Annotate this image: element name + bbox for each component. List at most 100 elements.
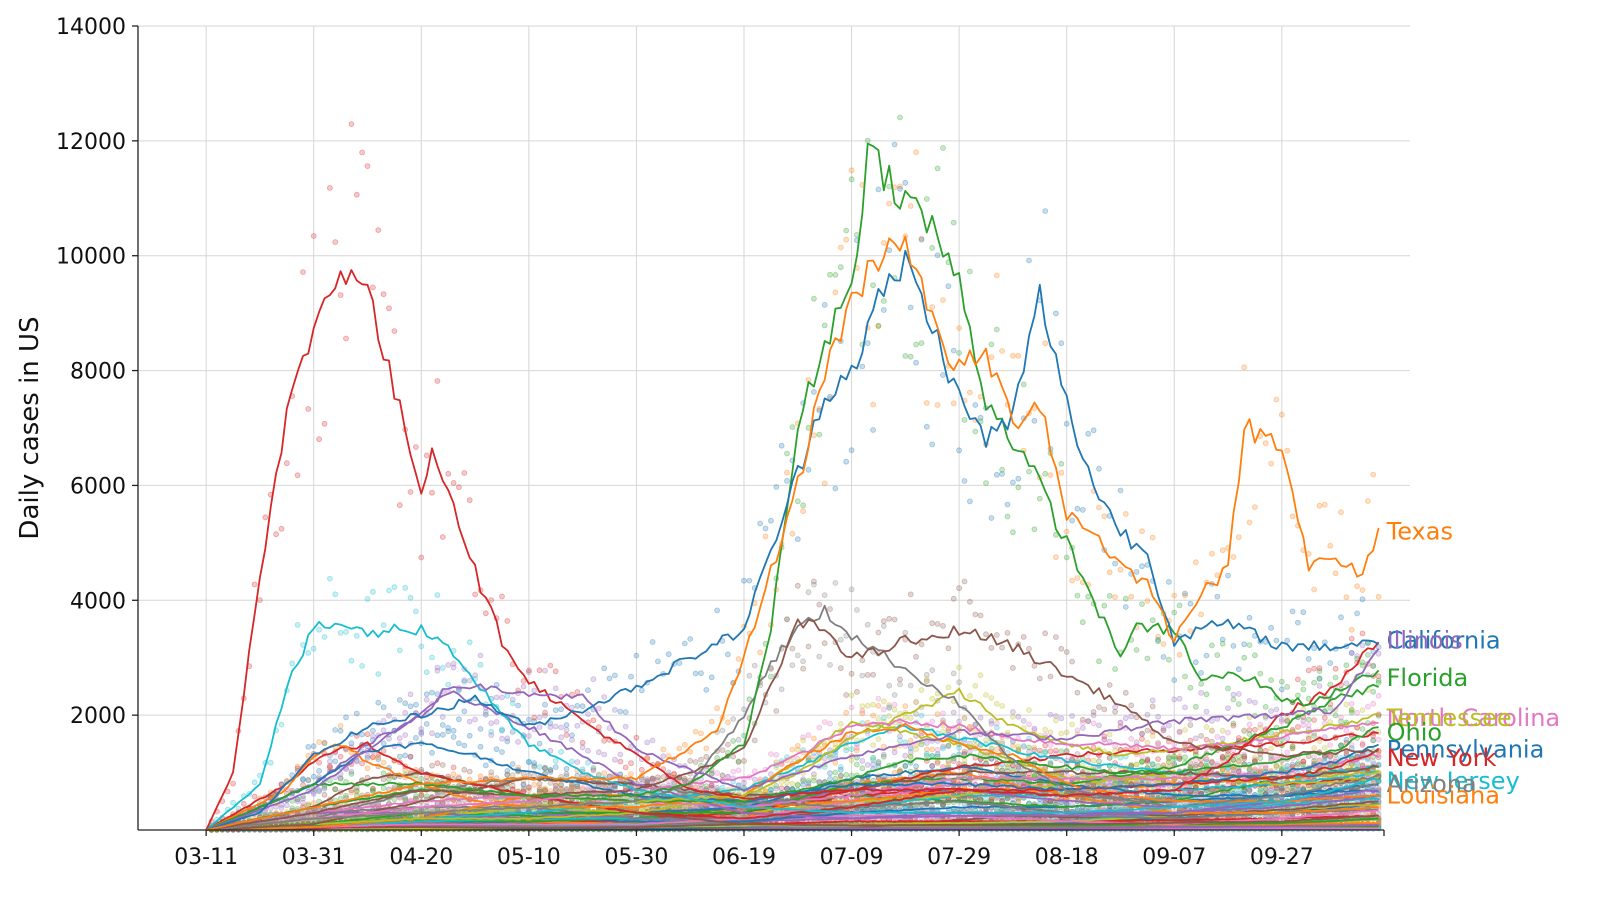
daily-point	[1311, 679, 1317, 686]
daily-point	[1273, 637, 1280, 644]
daily-point	[359, 663, 366, 669]
daily-point	[1182, 673, 1188, 680]
daily-point	[466, 776, 473, 783]
daily-point	[1316, 665, 1323, 672]
daily-point	[1144, 739, 1151, 746]
daily-point	[999, 644, 1005, 651]
daily-point	[757, 649, 763, 656]
daily-point	[773, 708, 780, 714]
daily-point	[1268, 624, 1274, 631]
daily-point	[348, 771, 355, 777]
daily-point	[751, 776, 758, 783]
daily-point	[612, 756, 618, 763]
daily-point	[1354, 610, 1360, 617]
daily-point	[1332, 674, 1339, 681]
daily-point	[848, 176, 855, 183]
daily-point	[897, 185, 903, 192]
daily-point	[633, 734, 640, 741]
daily-point	[805, 466, 812, 473]
daily-point	[526, 784, 532, 791]
daily-point	[843, 236, 850, 243]
daily-point	[918, 687, 925, 693]
daily-point	[880, 307, 887, 313]
daily-point	[1026, 646, 1032, 652]
daily-point	[644, 739, 651, 746]
daily-point	[999, 348, 1005, 354]
daily-point	[273, 531, 280, 538]
daily-point	[832, 760, 839, 766]
daily-point	[434, 378, 441, 384]
daily-point	[499, 749, 505, 755]
daily-point	[353, 633, 360, 639]
daily-point	[526, 733, 532, 739]
daily-point	[1289, 743, 1296, 750]
daily-point	[1198, 761, 1204, 768]
daily-point	[1359, 587, 1366, 593]
daily-point	[1144, 711, 1151, 718]
daily-point	[913, 341, 919, 348]
daily-point	[725, 773, 731, 780]
daily-point	[1139, 563, 1145, 570]
daily-point	[1257, 767, 1264, 773]
daily-point	[1284, 637, 1291, 644]
daily-point	[875, 716, 882, 722]
daily-point	[993, 632, 1000, 638]
daily-point	[509, 761, 516, 767]
daily-point	[1166, 579, 1172, 585]
daily-point	[434, 592, 441, 598]
daily-point	[595, 749, 602, 756]
daily-point	[434, 667, 441, 674]
daily-point	[1117, 719, 1124, 726]
daily-point	[768, 751, 774, 757]
daily-point	[1219, 636, 1226, 643]
daily-point	[450, 771, 457, 777]
daily-point	[305, 744, 312, 750]
daily-point	[574, 703, 581, 709]
daily-point	[897, 737, 903, 744]
daily-point	[601, 694, 608, 700]
daily-point	[1090, 720, 1097, 727]
daily-point	[821, 719, 828, 725]
daily-point	[305, 406, 312, 412]
daily-point	[1122, 715, 1129, 722]
daily-point	[1375, 650, 1382, 657]
daily-point	[402, 584, 409, 591]
daily-point	[1031, 662, 1038, 669]
daily-point	[585, 747, 591, 754]
daily-point	[794, 536, 801, 543]
daily-point	[950, 219, 957, 226]
daily-point	[789, 780, 796, 787]
daily-point	[477, 773, 484, 780]
daily-point	[369, 785, 376, 792]
daily-point	[1166, 722, 1172, 729]
daily-point	[305, 777, 312, 783]
daily-point	[558, 734, 564, 741]
daily-point	[1171, 677, 1178, 683]
daily-point	[692, 728, 699, 735]
daily-point	[1004, 630, 1011, 636]
daily-point	[461, 677, 468, 684]
daily-point	[380, 785, 387, 791]
daily-point	[778, 686, 785, 693]
daily-point	[1214, 734, 1221, 740]
daily-point	[348, 768, 355, 775]
daily-point	[251, 581, 258, 588]
daily-point	[1063, 649, 1070, 655]
daily-point	[854, 747, 860, 754]
daily-point	[563, 722, 570, 728]
daily-point	[612, 707, 618, 713]
daily-point	[907, 753, 914, 760]
daily-point	[316, 759, 323, 766]
daily-point	[316, 626, 323, 633]
daily-point	[1252, 699, 1258, 706]
daily-point	[800, 658, 806, 665]
daily-point	[660, 753, 667, 759]
daily-point	[628, 771, 634, 777]
daily-point	[1139, 601, 1145, 607]
daily-point	[687, 758, 694, 764]
daily-point	[730, 738, 737, 744]
daily-point	[1241, 728, 1248, 734]
daily-point	[1252, 652, 1258, 659]
daily-point	[843, 709, 850, 716]
daily-point	[940, 297, 946, 304]
